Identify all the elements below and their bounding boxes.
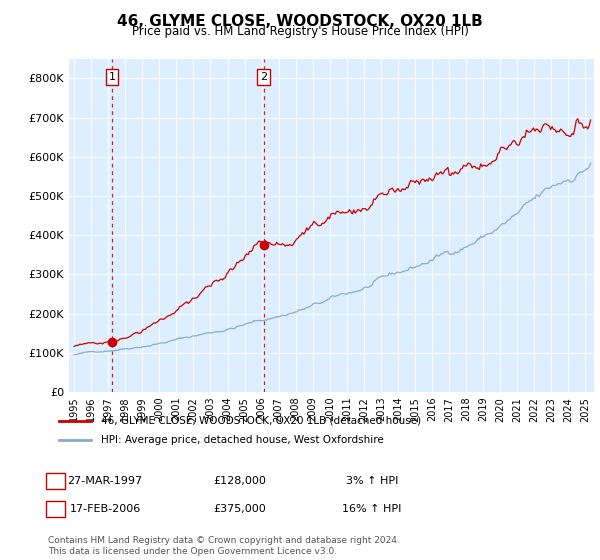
Text: 16% ↑ HPI: 16% ↑ HPI xyxy=(343,504,401,514)
Text: 3% ↑ HPI: 3% ↑ HPI xyxy=(346,476,398,486)
Text: 2: 2 xyxy=(52,504,59,514)
Text: 46, GLYME CLOSE, WOODSTOCK, OX20 1LB (detached house): 46, GLYME CLOSE, WOODSTOCK, OX20 1LB (de… xyxy=(101,416,422,426)
Text: 27-MAR-1997: 27-MAR-1997 xyxy=(67,476,143,486)
Text: HPI: Average price, detached house, West Oxfordshire: HPI: Average price, detached house, West… xyxy=(101,435,384,445)
Text: £128,000: £128,000 xyxy=(214,476,266,486)
Text: 2: 2 xyxy=(260,72,267,82)
Text: £375,000: £375,000 xyxy=(214,504,266,514)
Text: 46, GLYME CLOSE, WOODSTOCK, OX20 1LB: 46, GLYME CLOSE, WOODSTOCK, OX20 1LB xyxy=(117,14,483,29)
Text: 1: 1 xyxy=(109,72,116,82)
Text: 17-FEB-2006: 17-FEB-2006 xyxy=(70,504,140,514)
Text: Contains HM Land Registry data © Crown copyright and database right 2024.
This d: Contains HM Land Registry data © Crown c… xyxy=(48,536,400,556)
Text: Price paid vs. HM Land Registry's House Price Index (HPI): Price paid vs. HM Land Registry's House … xyxy=(131,25,469,38)
Text: 1: 1 xyxy=(52,476,59,486)
